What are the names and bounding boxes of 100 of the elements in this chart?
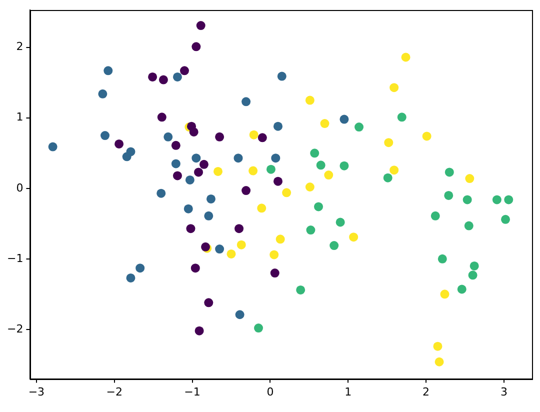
x-tick-label: 0 [266,385,274,398]
point [100,131,110,140]
point [468,270,478,280]
point [438,254,447,264]
point [258,133,267,142]
point [114,139,124,148]
point [180,66,189,76]
point [148,72,158,82]
point [249,130,258,140]
point [157,112,166,122]
point [235,310,244,320]
point [171,159,180,168]
point [504,195,514,204]
point [215,244,224,254]
point [98,89,108,98]
x-tick-label: −3 [28,385,45,398]
point [276,234,285,244]
point [234,224,244,234]
point [254,324,264,333]
point [296,285,306,294]
point [462,195,472,204]
point [397,112,406,122]
point [48,142,58,152]
point [270,250,279,260]
y-tick-label: −2 [6,322,24,336]
point [172,72,182,82]
point [384,138,394,148]
point [273,176,282,186]
point [464,221,474,230]
point [136,264,145,273]
point [185,175,194,184]
point [104,66,113,76]
point [305,182,314,192]
point [194,168,204,177]
point [171,140,180,150]
point [215,132,224,142]
point [226,249,236,258]
point [190,264,200,273]
point [457,284,466,294]
y-tick-label: 1 [16,110,24,124]
point [501,214,510,224]
point [192,154,201,163]
point [340,161,349,170]
point [194,326,204,336]
point [199,160,208,169]
point [273,122,282,131]
point [465,174,474,184]
point [242,186,251,196]
point [189,127,198,136]
point [306,226,316,235]
point [156,188,166,198]
x-tick-label: 3 [500,385,508,398]
point [270,268,280,278]
point [164,132,173,142]
point [383,173,392,182]
point [234,154,243,163]
point [401,52,410,62]
point [422,132,432,141]
point [172,171,182,180]
point [257,204,266,213]
point [266,164,276,174]
point [204,298,214,308]
x-tick-label: 1 [344,385,352,398]
x-tick-label: −2 [106,385,122,398]
point [271,154,280,163]
x-tick-label: −1 [184,385,200,398]
point [192,42,201,52]
point [444,190,454,200]
point [242,97,251,106]
point [349,232,358,242]
point [354,122,364,132]
point [330,241,339,250]
point [314,202,324,212]
y-tick-label: −1 [6,252,24,265]
x-tick-label: 2 [422,385,430,398]
point [390,83,399,92]
point [196,21,206,30]
point [282,188,292,198]
point [336,218,345,227]
point [206,194,216,204]
point [305,96,314,105]
y-tick-label: 0 [16,181,24,194]
point [316,160,326,170]
point [440,290,450,299]
point [444,168,454,177]
point [434,357,444,366]
point [236,240,246,250]
point [213,166,222,176]
point [122,152,132,162]
point [340,114,349,124]
point [248,166,258,176]
point [186,224,196,234]
point [184,204,193,214]
point [470,261,479,270]
point [204,211,214,220]
point [158,75,168,84]
point [324,170,334,180]
y-tick-label: 2 [16,40,24,54]
point [430,211,440,220]
point [390,166,399,175]
